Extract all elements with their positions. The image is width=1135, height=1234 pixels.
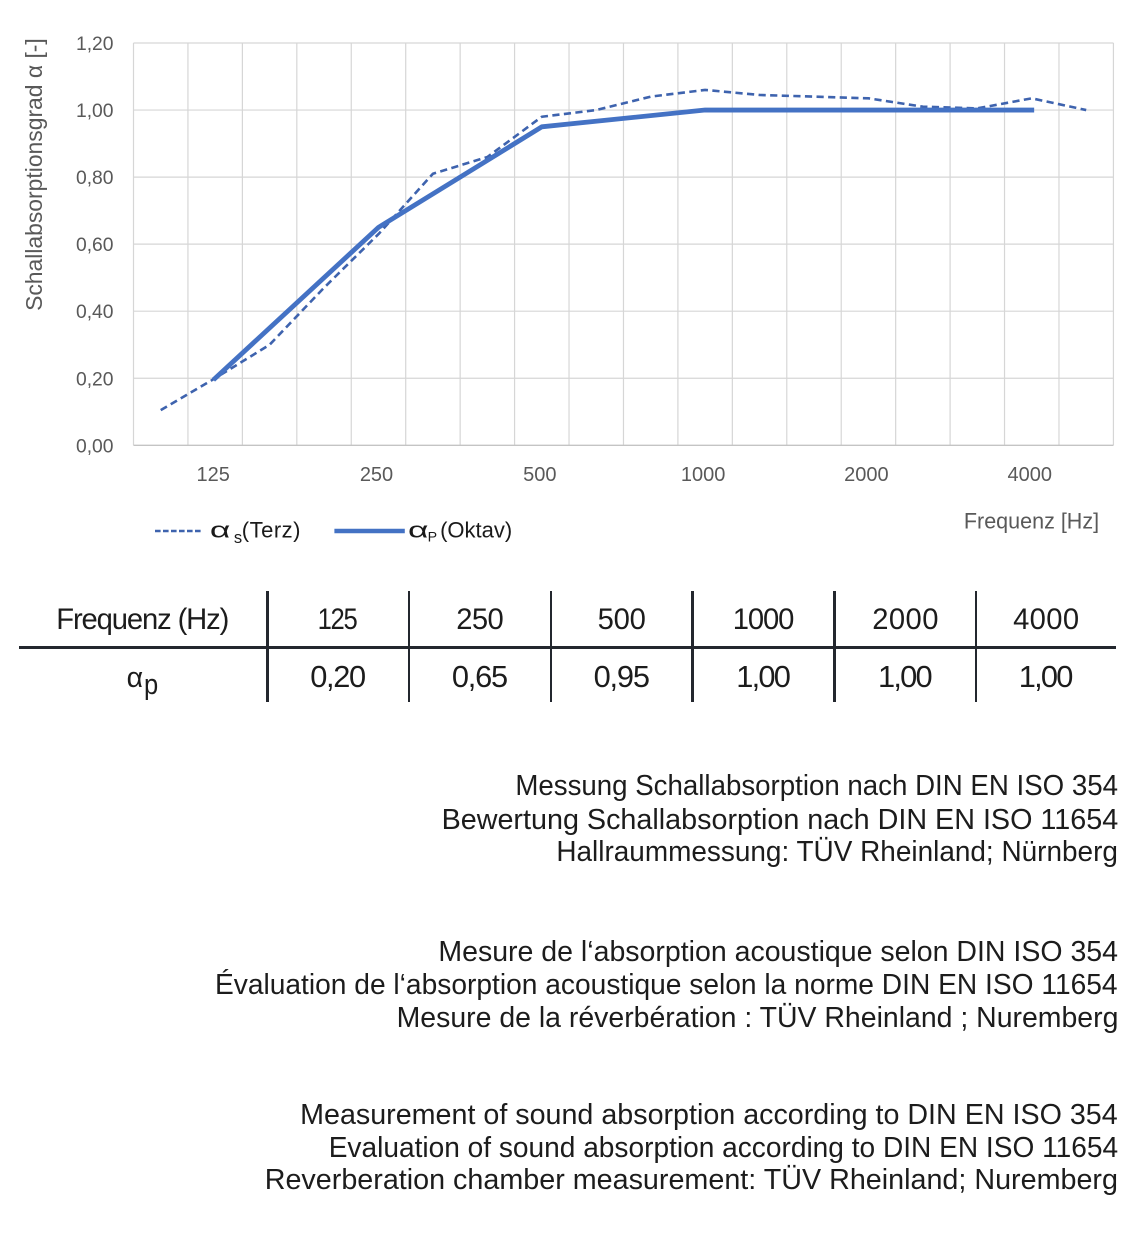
svg-text:0,40: 0,40 [76,302,114,323]
svg-text:1,00: 1,00 [76,101,114,122]
svg-text:α: α [210,518,231,543]
svg-text:(Oktav): (Oktav) [440,518,512,543]
svg-text:1,20: 1,20 [76,34,114,55]
svg-text:500: 500 [523,464,556,486]
svg-text:2000: 2000 [844,464,889,486]
svg-text:0,20: 0,20 [76,369,114,390]
svg-text:4000: 4000 [1008,464,1053,486]
svg-text:0,80: 0,80 [76,168,114,189]
svg-text:250: 250 [360,464,393,486]
svg-text:α: α [408,518,429,543]
svg-text:(Terz): (Terz) [242,518,301,543]
svg-text:0,60: 0,60 [76,235,114,256]
svg-text:s: s [234,529,242,547]
svg-text:1000: 1000 [681,464,726,486]
svg-text:Frequenz [Hz]: Frequenz [Hz] [964,508,1099,533]
svg-text:Schallabsorptionsgrad α [-]: Schallabsorptionsgrad α [-] [21,38,47,311]
svg-text:125: 125 [197,464,230,486]
svg-text:0,00: 0,00 [76,436,114,457]
svg-text:P: P [428,530,437,546]
